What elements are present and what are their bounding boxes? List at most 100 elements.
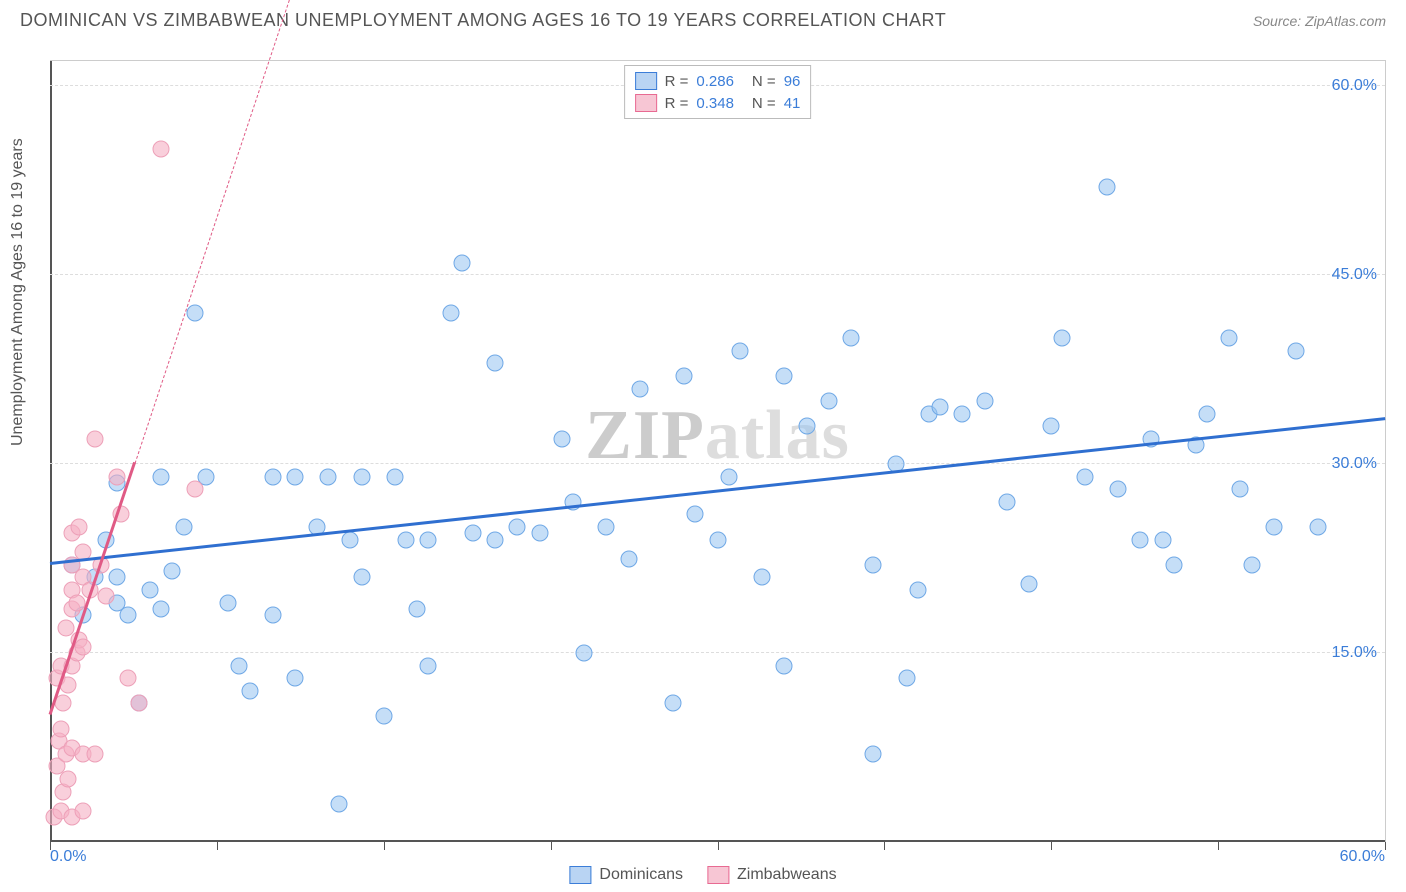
data-point (998, 493, 1015, 510)
data-point (976, 393, 993, 410)
data-point (720, 468, 737, 485)
data-point (954, 405, 971, 422)
data-point (865, 556, 882, 573)
data-point (264, 468, 281, 485)
data-point (531, 525, 548, 542)
data-point (442, 304, 459, 321)
x-min-label: 0.0% (50, 848, 86, 866)
data-point (220, 594, 237, 611)
data-point (264, 607, 281, 624)
gridline (50, 274, 1385, 275)
data-point (55, 695, 72, 712)
data-point (57, 619, 74, 636)
data-point (75, 638, 92, 655)
data-point (142, 582, 159, 599)
header: DOMINICAN VS ZIMBABWEAN UNEMPLOYMENT AMO… (0, 0, 1406, 37)
data-point (665, 695, 682, 712)
chart-title: DOMINICAN VS ZIMBABWEAN UNEMPLOYMENT AMO… (20, 10, 946, 31)
data-point (687, 506, 704, 523)
data-point (464, 525, 481, 542)
gridline (50, 652, 1385, 653)
data-point (375, 708, 392, 725)
scatter-chart: ZIPatlas 15.0%30.0%45.0%60.0%0.0%60.0%R … (50, 60, 1386, 842)
data-point (186, 481, 203, 498)
legend-swatch (707, 866, 729, 884)
gridline (50, 463, 1385, 464)
data-point (175, 519, 192, 536)
data-point (86, 430, 103, 447)
data-point (754, 569, 771, 586)
data-point (1098, 178, 1115, 195)
data-point (342, 531, 359, 548)
x-tick (884, 842, 885, 850)
data-point (320, 468, 337, 485)
data-point (843, 330, 860, 347)
data-point (108, 468, 125, 485)
data-point (776, 367, 793, 384)
legend-swatch (635, 94, 657, 112)
source-label: Source: ZipAtlas.com (1253, 13, 1386, 29)
data-point (1243, 556, 1260, 573)
data-point (631, 380, 648, 397)
y-axis (50, 61, 52, 842)
data-point (119, 670, 136, 687)
data-point (1110, 481, 1127, 498)
y-axis-label: Unemployment Among Ages 16 to 19 years (9, 138, 27, 446)
data-point (932, 399, 949, 416)
data-point (1132, 531, 1149, 548)
data-point (1021, 575, 1038, 592)
data-point (409, 600, 426, 617)
data-point (286, 468, 303, 485)
data-point (1232, 481, 1249, 498)
data-point (553, 430, 570, 447)
data-point (331, 796, 348, 813)
data-point (1043, 418, 1060, 435)
x-max-label: 60.0% (1340, 848, 1385, 866)
data-point (108, 569, 125, 586)
data-point (398, 531, 415, 548)
data-point (386, 468, 403, 485)
data-point (420, 531, 437, 548)
data-point (898, 670, 915, 687)
y-tick-label: 30.0% (1332, 455, 1377, 473)
data-point (164, 563, 181, 580)
data-point (1054, 330, 1071, 347)
data-point (487, 531, 504, 548)
data-point (353, 468, 370, 485)
legend-stats-row: R =0.286N =96 (635, 70, 801, 92)
x-tick (384, 842, 385, 850)
y-tick-label: 45.0% (1332, 266, 1377, 284)
legend-item: Dominicans (569, 866, 683, 884)
data-point (909, 582, 926, 599)
trend-line-dashed (134, 0, 429, 464)
data-point (53, 720, 70, 737)
legend-stats: R =0.286N =96R =0.348N =41 (624, 65, 812, 119)
data-point (153, 141, 170, 158)
data-point (59, 771, 76, 788)
legend-swatch (569, 866, 591, 884)
data-point (509, 519, 526, 536)
data-point (598, 519, 615, 536)
data-point (676, 367, 693, 384)
data-point (242, 682, 259, 699)
data-point (131, 695, 148, 712)
data-point (353, 569, 370, 586)
data-point (1265, 519, 1282, 536)
data-point (153, 600, 170, 617)
x-tick (551, 842, 552, 850)
data-point (70, 519, 87, 536)
legend-bottom: DominicansZimbabweans (569, 866, 836, 884)
data-point (75, 802, 92, 819)
data-point (798, 418, 815, 435)
y-tick-label: 60.0% (1332, 77, 1377, 95)
data-point (420, 657, 437, 674)
data-point (487, 355, 504, 372)
data-point (86, 745, 103, 762)
x-tick (1218, 842, 1219, 850)
data-point (1154, 531, 1171, 548)
data-point (153, 468, 170, 485)
data-point (186, 304, 203, 321)
x-tick (1051, 842, 1052, 850)
legend-swatch (635, 72, 657, 90)
data-point (453, 254, 470, 271)
